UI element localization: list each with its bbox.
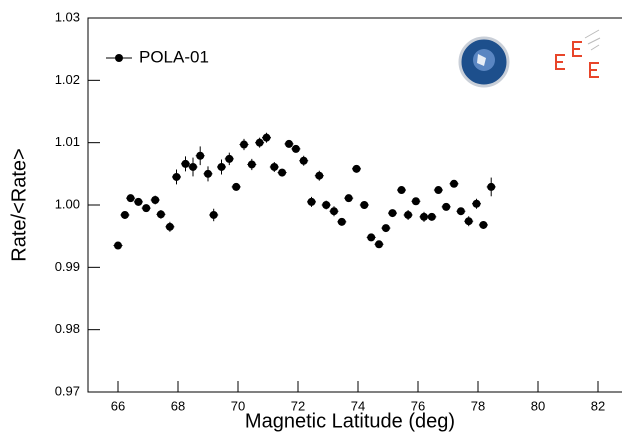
point bbox=[472, 199, 481, 208]
point bbox=[165, 222, 174, 231]
point bbox=[381, 224, 390, 233]
logo-e bbox=[572, 41, 582, 57]
point bbox=[427, 212, 436, 221]
x-tick-label: 80 bbox=[531, 398, 545, 413]
point bbox=[322, 201, 331, 209]
point bbox=[344, 194, 353, 203]
x-tick-label: 66 bbox=[111, 398, 125, 413]
point bbox=[278, 168, 287, 177]
point bbox=[142, 204, 151, 213]
point bbox=[352, 164, 361, 173]
point bbox=[232, 182, 241, 191]
point bbox=[411, 197, 420, 206]
legend-label: POLA-01 bbox=[139, 47, 209, 66]
point bbox=[126, 194, 135, 203]
point bbox=[172, 172, 181, 181]
point bbox=[262, 133, 271, 142]
point bbox=[367, 233, 376, 242]
point bbox=[404, 210, 413, 219]
point bbox=[204, 169, 212, 178]
x-axis-title: Magnetic Latitude (deg) bbox=[245, 410, 455, 432]
y-tick-label: 1.03 bbox=[55, 9, 80, 24]
point bbox=[247, 160, 256, 169]
point bbox=[114, 241, 122, 250]
point bbox=[337, 217, 346, 226]
point bbox=[209, 210, 218, 219]
point bbox=[151, 196, 160, 205]
point bbox=[479, 220, 488, 229]
y-tick-label: 0.99 bbox=[55, 259, 80, 274]
point bbox=[217, 162, 226, 171]
logo-e bbox=[589, 62, 599, 78]
x-tick-label: 74 bbox=[351, 398, 365, 413]
point bbox=[315, 171, 324, 180]
x-tick-label: 78 bbox=[471, 398, 485, 413]
point bbox=[181, 159, 190, 168]
point bbox=[285, 139, 293, 148]
point bbox=[487, 182, 496, 191]
point bbox=[420, 212, 428, 221]
point bbox=[156, 210, 165, 219]
point bbox=[450, 179, 458, 188]
point bbox=[120, 210, 129, 219]
y-tick-label: 1.00 bbox=[55, 196, 80, 211]
point bbox=[225, 154, 234, 163]
logo-polarquest bbox=[458, 36, 510, 88]
point bbox=[134, 197, 143, 206]
x-tick-label: 76 bbox=[411, 398, 425, 413]
point bbox=[330, 207, 338, 216]
y-tick-label: 1.01 bbox=[55, 134, 80, 149]
y-tick-label: 0.97 bbox=[55, 383, 80, 398]
y-axis-title: Rate/<Rate> bbox=[8, 148, 30, 261]
point bbox=[307, 197, 316, 206]
point bbox=[434, 186, 443, 195]
point bbox=[464, 217, 473, 226]
point bbox=[299, 156, 308, 165]
plot-frame bbox=[87, 17, 622, 393]
y-tick-label: 0.98 bbox=[55, 321, 80, 336]
point bbox=[189, 162, 197, 171]
point bbox=[240, 140, 248, 149]
x-tick-label: 70 bbox=[231, 398, 245, 413]
logo-shape bbox=[477, 54, 486, 66]
logo-lines bbox=[584, 29, 601, 51]
logo-eee bbox=[555, 29, 601, 78]
point bbox=[196, 151, 205, 160]
point bbox=[388, 209, 397, 218]
x-tick-label: 68 bbox=[171, 398, 185, 413]
point bbox=[397, 186, 406, 195]
point bbox=[360, 201, 369, 209]
x-tick-label: 82 bbox=[591, 398, 605, 413]
point bbox=[270, 162, 279, 171]
x-tick-label: 72 bbox=[291, 398, 305, 413]
legend-marker bbox=[115, 54, 123, 62]
point bbox=[255, 138, 264, 147]
y-tick-label: 1.02 bbox=[55, 72, 80, 87]
point bbox=[291, 144, 300, 153]
point bbox=[456, 207, 465, 216]
point bbox=[442, 202, 451, 211]
logo-e bbox=[555, 54, 565, 70]
point bbox=[375, 240, 383, 249]
